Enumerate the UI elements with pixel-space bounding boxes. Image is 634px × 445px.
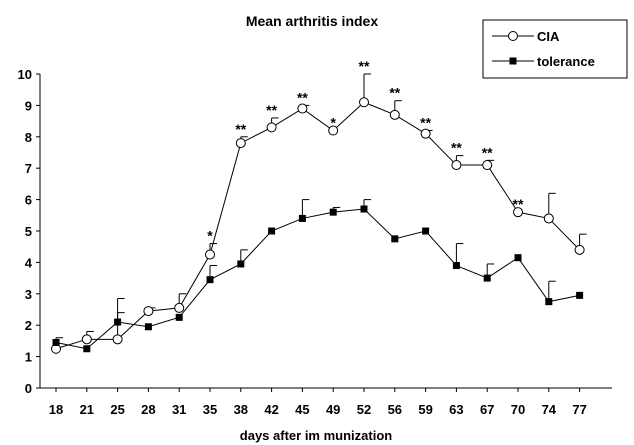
- y-axis-ticks: 0 1 2 3 4 5 6 7 8 9 10: [18, 67, 40, 396]
- data-point: [83, 345, 91, 353]
- data-point: [483, 274, 491, 282]
- y-tick-label: 1: [25, 350, 32, 365]
- x-tick-label: 18: [49, 402, 63, 417]
- y-tick-label: 4: [25, 255, 33, 270]
- data-point: [114, 318, 122, 326]
- legend-item-tolerance: tolerance: [492, 54, 595, 69]
- data-point: [143, 306, 154, 317]
- x-tick-label: 28: [141, 402, 155, 417]
- data-point: [52, 338, 60, 346]
- data-point: [81, 334, 92, 345]
- legend-marker: [508, 31, 518, 41]
- data-point: [452, 262, 460, 270]
- data-point: [576, 291, 584, 299]
- legend-label: CIA: [537, 29, 560, 44]
- data-point: [360, 205, 368, 213]
- x-axis-label: days after im munization: [240, 428, 392, 443]
- y-tick-label: 3: [25, 287, 32, 302]
- significance-marker: **: [359, 58, 370, 74]
- significance-marker: **: [389, 85, 400, 101]
- series-line: [55, 101, 580, 350]
- data-point: [451, 160, 462, 171]
- data-point: [543, 213, 554, 224]
- x-tick-label: 31: [172, 402, 186, 417]
- significance-marker: *: [330, 115, 336, 131]
- series-line: [55, 208, 580, 350]
- x-tick-label: 74: [542, 402, 557, 417]
- x-tick-label: 49: [326, 402, 340, 417]
- legend-label: tolerance: [537, 54, 595, 69]
- x-tick-label: 38: [234, 402, 248, 417]
- data-point: [391, 235, 399, 243]
- series-layer: [51, 73, 587, 354]
- significance-annotations: **************** ****: [207, 58, 524, 244]
- significance-marker: **: [235, 121, 246, 137]
- series-CIA: [51, 73, 587, 354]
- significance-marker: **: [513, 196, 524, 212]
- data-point: [359, 97, 369, 108]
- x-axis-ticks: 18 21 25 28 31 35 38 42 45 49 52 56 59 63 67 70 74 77: [49, 388, 587, 417]
- data-point: [513, 207, 523, 218]
- significance-marker: **: [420, 115, 431, 131]
- data-point: [235, 138, 246, 149]
- data-point: [420, 128, 431, 139]
- data-point: [206, 276, 214, 284]
- data-point: [205, 249, 215, 260]
- x-tick-label: 52: [357, 402, 371, 417]
- significance-marker: **: [451, 140, 462, 156]
- data-point: [389, 109, 400, 120]
- data-point: [175, 313, 183, 321]
- data-point: [329, 208, 337, 216]
- data-point: [268, 227, 276, 235]
- data-point: [545, 298, 553, 306]
- x-tick-label: 67: [480, 402, 494, 417]
- y-tick-label: 0: [25, 381, 32, 396]
- data-point: [144, 323, 152, 331]
- x-tick-label: 45: [295, 402, 309, 417]
- y-tick-label: 2: [25, 318, 32, 333]
- x-tick-label: 63: [449, 402, 463, 417]
- series-tolerance: [52, 199, 584, 353]
- data-point: [297, 103, 308, 114]
- data-point: [174, 302, 185, 313]
- x-tick-label: 56: [388, 402, 402, 417]
- legend: CIA tolerance: [482, 19, 628, 79]
- data-point: [266, 122, 277, 133]
- data-point: [328, 125, 339, 136]
- y-tick-label: 9: [25, 98, 32, 113]
- data-point: [574, 244, 585, 255]
- y-tick-label: 5: [25, 224, 32, 239]
- x-tick-label: 21: [80, 402, 94, 417]
- significance-marker: **: [482, 144, 493, 160]
- x-tick-label: 59: [418, 402, 432, 417]
- legend-box: [482, 19, 628, 79]
- significance-marker: **: [297, 89, 308, 105]
- data-point: [482, 160, 493, 171]
- data-point: [298, 214, 306, 222]
- data-point: [514, 254, 522, 262]
- x-tick-label: 42: [264, 402, 278, 417]
- y-tick-label: 7: [25, 161, 32, 176]
- axes: [39, 74, 612, 389]
- data-point: [422, 227, 430, 235]
- significance-marker: **: [266, 102, 277, 118]
- y-tick-label: 10: [18, 67, 32, 82]
- x-tick-label: 25: [110, 402, 124, 417]
- legend-item-CIA: CIA: [492, 29, 560, 44]
- x-tick-label: 35: [203, 402, 217, 417]
- legend-marker: [509, 57, 517, 65]
- y-tick-label: 6: [25, 193, 32, 208]
- significance-marker: *: [207, 228, 213, 244]
- data-point: [112, 334, 123, 345]
- x-tick-label: 70: [511, 402, 525, 417]
- data-point: [237, 260, 245, 268]
- x-tick-label: 77: [572, 402, 586, 417]
- y-tick-label: 8: [25, 130, 32, 145]
- chart-title: Mean arthritis index: [246, 13, 378, 29]
